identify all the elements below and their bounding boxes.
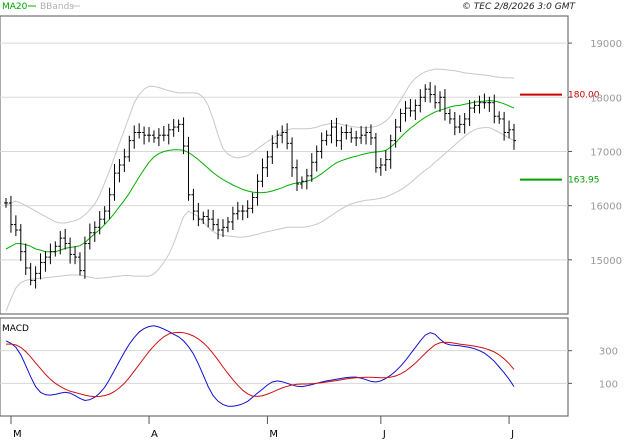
ma20-line [5,99,515,253]
grid [0,42,568,384]
price-y-tick-label: 15000 [590,256,622,267]
legend-ma20-label: MA20 [2,2,28,12]
macd-y-tick-label: 100 [599,379,618,390]
macd-title: MACD [2,324,29,334]
bollinger-bands [5,68,515,312]
bband-lower-line [5,127,515,312]
bband-upper-line [5,68,515,224]
price-y-tick-label: 16000 [590,202,622,213]
price-y-tick-label: 19000 [590,39,622,50]
price-level-label: 180.00 [568,91,600,101]
ma20-polyline [5,99,515,253]
timestamp: © TEC 2/8/2026 3:0 GMT [462,2,577,12]
x-axis: MAMJJA [10,416,514,440]
legend-bbands-label: BBands [40,2,74,12]
signal-line [6,331,515,398]
macd-panel: 300 100 [5,325,618,407]
price-y-tick-label: 17000 [590,147,622,158]
price-levels: 180.00 163.95 [520,91,600,186]
price-y-tick-label: 18000 [590,93,622,104]
x-tick-label: J [382,429,386,440]
x-tick-label: M [13,429,22,440]
macd-panel-frame [0,317,569,417]
price-y-axis: 19000 18000 17000 16000 15000 [568,39,622,267]
x-tick-label: M [269,429,278,440]
macd-line [5,325,515,407]
x-tick-label: A [151,429,158,440]
ohlc-bars [4,82,516,289]
price-panel-frame [0,15,569,315]
x-tick-label: J [510,429,514,440]
macd-y-tick-label: 300 [599,347,618,358]
price-level-label: 163.95 [568,176,600,186]
